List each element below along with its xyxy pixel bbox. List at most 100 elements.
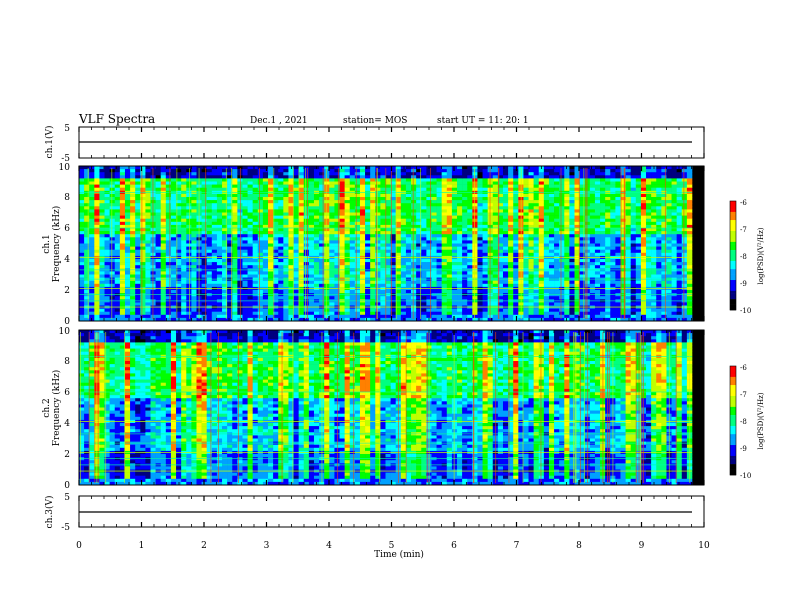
- spectrogram-cell: [477, 280, 483, 285]
- spectrogram-cell: [232, 224, 238, 229]
- spectrogram-cell: [416, 197, 422, 201]
- spectrogram-cell: [528, 224, 534, 229]
- spectrogram-cell: [119, 200, 126, 204]
- spectrogram-cell: [201, 228, 208, 232]
- spectrogram-cell: [554, 265, 560, 269]
- spectrogram-cell: [533, 317, 540, 322]
- spectrogram-cell: [170, 200, 177, 204]
- spectrogram-cell: [130, 243, 136, 247]
- spectrogram-cell: [84, 175, 90, 179]
- spectrogram-cell: [160, 197, 167, 201]
- spectrogram-cell: [303, 234, 310, 238]
- spectrogram-cell: [288, 265, 294, 269]
- spectrogram-cell: [538, 209, 545, 213]
- spectrogram-cell: [227, 178, 233, 182]
- spectrogram-cell: [329, 215, 335, 219]
- spectrogram-cell: [564, 197, 570, 201]
- spectrogram-cell: [155, 311, 162, 316]
- spectrogram-cell: [564, 314, 570, 319]
- spectrogram-cell: [324, 302, 330, 306]
- spectrogram-cell: [451, 169, 458, 173]
- spectrogram-cell: [477, 274, 483, 278]
- spectrogram-cell: [114, 280, 121, 285]
- spectrogram-cell: [329, 243, 335, 247]
- spectrogram-cell: [426, 249, 432, 254]
- spectrogram-cell: [211, 218, 218, 223]
- spectrogram-cell: [252, 166, 259, 170]
- spectrogram-cell: [268, 181, 274, 185]
- spectrogram-cell: [359, 246, 366, 250]
- spectrogram-cell: [160, 203, 167, 207]
- spectrogram-cell: [273, 184, 279, 188]
- spectrogram-cell: [119, 283, 126, 288]
- spectrogram-cell: [390, 231, 397, 235]
- spectrogram-cell: [206, 218, 213, 223]
- spectrogram-cell: [308, 290, 315, 294]
- spectrogram-cell: [124, 259, 131, 263]
- spectrogram-cell: [502, 240, 509, 244]
- spectrogram-cell: [411, 243, 417, 247]
- spectrogram-cell: [262, 243, 269, 247]
- spectrogram-cell: [79, 228, 85, 232]
- spectrogram-cell: [400, 302, 407, 306]
- spectrogram-cell: [349, 259, 356, 263]
- spectrogram-cell: [497, 296, 504, 300]
- spectrogram-cell: [543, 193, 550, 198]
- spectrogram-cell: [523, 262, 529, 266]
- spectrogram-cell: [451, 234, 458, 238]
- spectrogram-cell: [124, 212, 131, 216]
- spectrogram-cell: [472, 317, 478, 322]
- spectrogram-cell: [451, 265, 458, 269]
- spectrogram-cell: [472, 265, 478, 269]
- spectrogram-cell: [405, 296, 412, 300]
- spectrogram-cell: [145, 175, 151, 179]
- spectrogram-cell: [94, 265, 100, 269]
- spectrogram-cell: [216, 212, 223, 216]
- spectrogram-cell: [278, 311, 284, 316]
- spectrogram-cell: [124, 175, 131, 179]
- spectrogram-cell: [543, 218, 550, 223]
- spectrogram-cell: [472, 243, 478, 247]
- spectrogram-cell: [416, 249, 422, 254]
- spectrogram-cell: [119, 197, 126, 201]
- spectrogram-cell: [492, 178, 499, 182]
- spectrogram-cell: [79, 314, 85, 319]
- spectrogram-cell: [513, 197, 519, 201]
- spectrogram-cell: [84, 181, 90, 185]
- spectrogram-cell: [354, 311, 361, 316]
- spectrogram-cell: [293, 265, 299, 269]
- spectrogram-cell: [344, 252, 351, 257]
- spectrogram-cell: [298, 262, 305, 266]
- spectrogram-cell: [467, 178, 473, 182]
- spectrogram-cell: [252, 169, 259, 173]
- spectrogram-cell: [130, 311, 136, 316]
- spectrogram-cell: [247, 283, 253, 288]
- spectrogram-cell: [155, 283, 162, 288]
- spectrogram-cell: [94, 197, 100, 201]
- spectrogram-cell: [293, 240, 299, 244]
- spectrogram-cell: [165, 197, 172, 201]
- spectrogram-cell: [548, 271, 555, 275]
- spectrogram-cell: [165, 175, 172, 179]
- spectrogram-cell: [385, 249, 391, 254]
- spectrogram-cell: [385, 234, 391, 238]
- spectrogram-cell: [242, 215, 248, 219]
- spectrogram-cell: [375, 166, 381, 170]
- spectrogram-cell: [99, 243, 105, 247]
- spectrogram-cell: [523, 200, 529, 204]
- spectrogram-cell: [145, 228, 151, 232]
- spectrogram-cell: [528, 221, 534, 226]
- spectrogram-cell: [548, 283, 555, 288]
- spectrogram-cell: [109, 283, 116, 288]
- spectrogram-cell: [354, 314, 361, 319]
- spectrogram-cell: [324, 280, 330, 285]
- spectrogram-cell: [191, 193, 197, 198]
- spectrogram-cell: [400, 166, 407, 170]
- spectrogram-cell: [160, 175, 167, 179]
- spectrogram-cell: [502, 237, 509, 241]
- spectrogram-cell: [543, 265, 550, 269]
- spectrogram-cell: [114, 234, 121, 238]
- spectrogram-cell: [554, 228, 560, 232]
- spectrogram-cell: [492, 240, 499, 244]
- spectrogram-cell: [339, 296, 345, 300]
